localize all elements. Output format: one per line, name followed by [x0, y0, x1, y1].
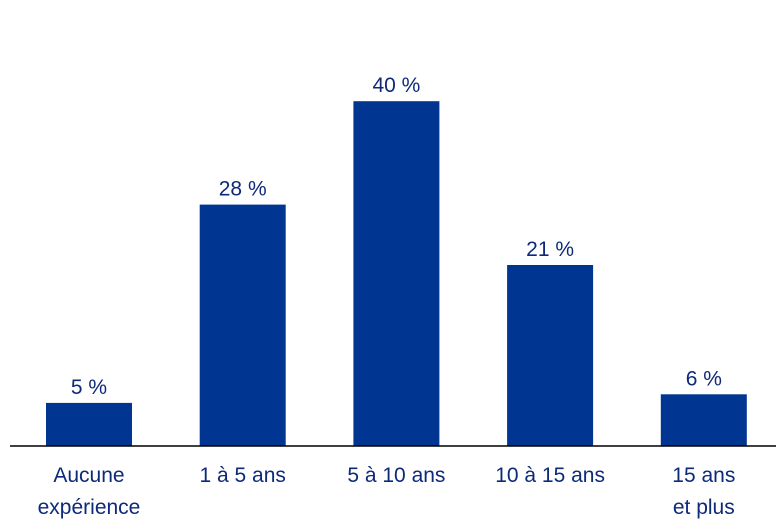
value-labels-group: 5 % 28 % 40 % 21 % 6 %: [71, 74, 722, 399]
data-label-1: 28 %: [219, 178, 267, 201]
category-label-0: Aucune expérience: [38, 464, 141, 519]
data-label-3: 21 %: [526, 238, 574, 261]
data-label-2: 40 %: [372, 74, 420, 97]
data-label-0: 5 %: [71, 376, 107, 399]
category-label-2: 5 à 10 ans: [347, 464, 445, 487]
category-label-3: 10 à 15 ans: [495, 464, 605, 487]
category-label-1: 1 à 5 ans: [199, 464, 285, 487]
data-label-4: 6 %: [686, 367, 722, 390]
bar-1: [199, 204, 286, 446]
category-labels-group: Aucune expérience 1 à 5 ans 5 à 10 ans 10 à …: [38, 464, 736, 519]
category-label-4: 15 ans et plus: [672, 464, 735, 519]
bars-group: [46, 101, 747, 446]
bar-2: [353, 101, 440, 446]
bar-3: [507, 265, 594, 446]
bar-4: [660, 394, 747, 446]
bar-0: [46, 402, 132, 446]
